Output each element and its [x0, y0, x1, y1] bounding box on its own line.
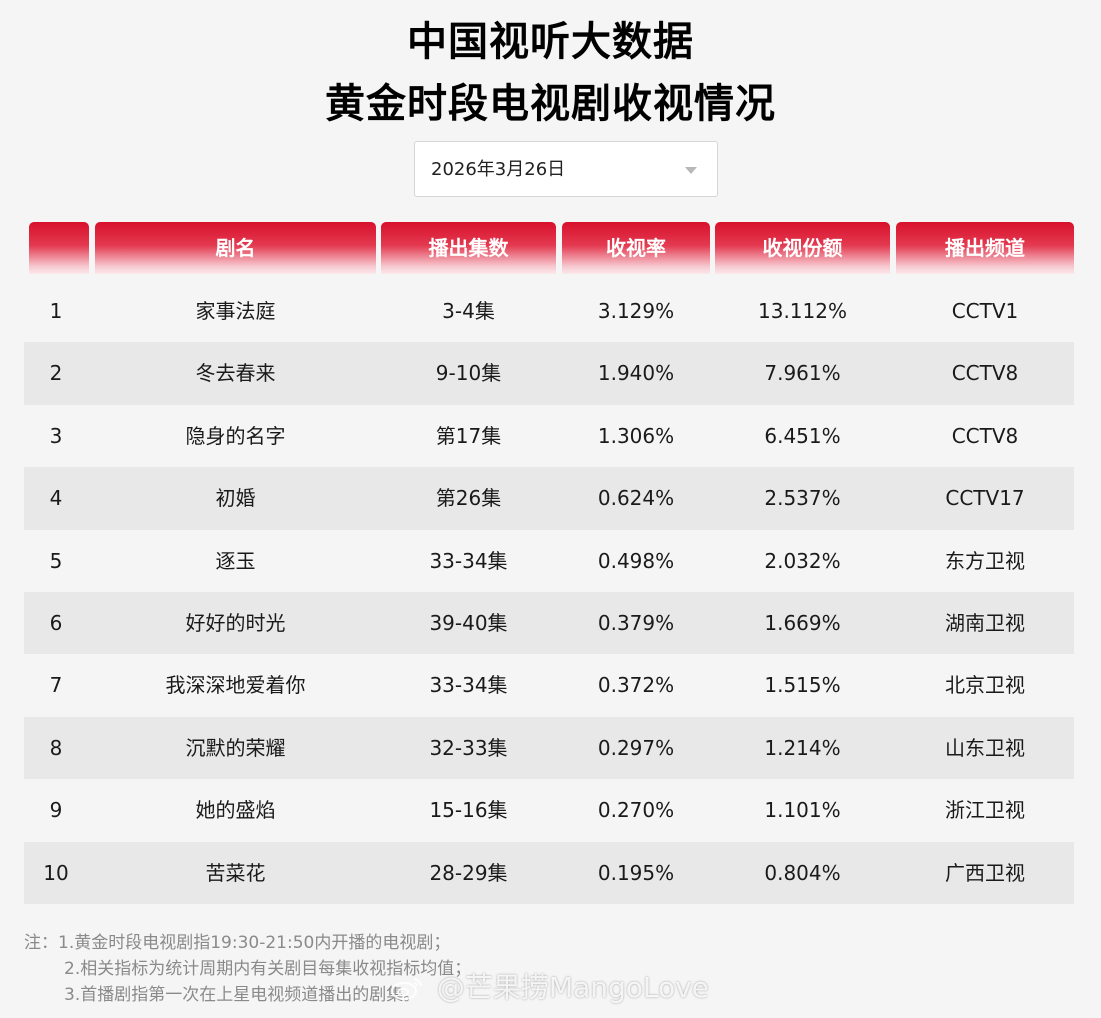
cell-rating: 3.129% [597, 299, 675, 323]
cell-rating: 0.379% [597, 610, 675, 635]
cell-channel: CCTV1 [951, 299, 1019, 323]
cell-channel: 东方卫视 [945, 548, 1025, 573]
cell-share: 7.961% [764, 361, 841, 386]
cell-share: 1.515% [764, 673, 841, 698]
cell-rank: 6 [49, 610, 63, 635]
watermark: @芒果捞MangoLove [390, 970, 709, 1006]
date-select[interactable]: 2026年3月26日 [414, 141, 718, 197]
cell-episodes: 15-16集 [429, 798, 508, 823]
cell-episodes: 33-34集 [429, 548, 508, 573]
cell-name: 家事法庭 [195, 299, 276, 323]
cell-channel: CCTV8 [951, 361, 1019, 386]
cell-rating: 0.624% [597, 486, 675, 511]
table-row: 10 苦菜花 28-29集 0.195% 0.804% 广西卫视 [24, 841, 1074, 904]
cell-rating: 0.297% [597, 735, 675, 760]
cell-share: 2.032% [764, 548, 841, 573]
cell-rating: 0.195% [597, 860, 675, 885]
table-row: 8 沉默的荣耀 32-33集 0.297% 1.214% 山东卫视 [24, 716, 1074, 780]
cell-rating: 0.498% [597, 548, 675, 573]
cell-channel: 广西卫视 [945, 860, 1025, 885]
cell-episodes: 9-10集 [435, 361, 502, 386]
cell-episodes: 32-33集 [429, 735, 508, 760]
header-share: 收视份额 [715, 222, 890, 274]
header-rating: 收视率 [562, 222, 710, 274]
header-episodes: 播出集数 [381, 222, 556, 274]
table-body: 1 家事法庭 3-4集 3.129% 13.112% CCTV1 2 冬去春来 … [24, 280, 1074, 904]
cell-channel: 浙江卫视 [945, 798, 1025, 823]
cell-name: 她的盛焰 [195, 798, 276, 823]
header-channel: 播出频道 [896, 222, 1074, 274]
table-row: 2 冬去春来 9-10集 1.940% 7.961% CCTV8 [24, 342, 1074, 405]
page-subtitle: 黄金时段电视剧收视情况 [325, 81, 776, 127]
chevron-down-icon [685, 167, 697, 174]
table-row: 1 家事法庭 3-4集 3.129% 13.112% CCTV1 [24, 280, 1074, 342]
table-row: 5 逐玉 33-34集 0.498% 2.032% 东方卫视 [24, 530, 1074, 592]
table-row: 3 隐身的名字 第17集 1.306% 6.451% CCTV8 [24, 405, 1074, 467]
cell-rank: 10 [43, 860, 69, 885]
cell-name: 我深深地爱着你 [165, 673, 306, 698]
cell-channel: 湖南卫视 [945, 610, 1025, 635]
cell-rating: 0.270% [597, 798, 675, 823]
cell-rank: 3 [49, 423, 63, 448]
cell-episodes: 3-4集 [442, 299, 495, 323]
cell-channel: CCTV8 [951, 423, 1019, 448]
cell-rating: 0.372% [597, 673, 675, 698]
page-title: 中国视听大数据 [407, 19, 694, 65]
cell-share: 2.537% [764, 486, 841, 511]
cell-share: 1.669% [764, 610, 841, 635]
cell-name: 逐玉 [215, 548, 256, 573]
header-name: 剧名 [95, 222, 376, 274]
cell-channel: CCTV17 [945, 486, 1025, 511]
footnotes: 注：1.黄金时段电视剧指19:30-21:50内开播的电视剧； 2.相关指标为统… [24, 930, 471, 1008]
cell-rank: 1 [49, 299, 63, 323]
cell-name: 苦菜花 [205, 860, 266, 885]
cell-rating: 1.306% [597, 423, 675, 448]
cell-rank: 2 [49, 361, 63, 386]
cell-name: 隐身的名字 [185, 423, 286, 448]
cell-rank: 9 [49, 798, 63, 823]
weibo-logo-icon [391, 978, 422, 1000]
table-row: 7 我深深地爱着你 33-34集 0.372% 1.515% 北京卫视 [24, 654, 1074, 716]
cell-rank: 5 [49, 548, 63, 573]
cell-episodes: 第26集 [435, 486, 502, 511]
watermark-text: @芒果捞MangoLove [436, 971, 709, 1004]
cell-rank: 8 [49, 735, 63, 760]
cell-share: 1.214% [764, 735, 841, 760]
cell-name: 好好的时光 [185, 610, 286, 635]
cell-rating: 1.940% [597, 361, 675, 386]
cell-share: 6.451% [764, 423, 841, 448]
cell-rank: 4 [49, 486, 63, 511]
ratings-table: 剧名 播出集数 收视率 收视份额 播出频道 1 家事法庭 3-4集 3.129%… [24, 222, 1074, 904]
header-rank [29, 222, 89, 274]
footnote-3: 3.首播剧指第一次在上星电视频道播出的剧集。 [64, 985, 421, 1005]
cell-channel: 山东卫视 [945, 735, 1025, 760]
cell-share: 1.101% [764, 798, 841, 823]
cell-share: 13.112% [758, 299, 847, 323]
table-header: 剧名 播出集数 收视率 收视份额 播出频道 [24, 222, 1074, 274]
cell-name: 初婚 [215, 486, 256, 511]
footnote-1: 注：1.黄金时段电视剧指19:30-21:50内开播的电视剧； [24, 933, 451, 953]
date-select-value: 2026年3月26日 [431, 159, 566, 180]
cell-rank: 7 [49, 673, 63, 698]
cell-name: 冬去春来 [195, 361, 276, 386]
table-row: 6 好好的时光 39-40集 0.379% 1.669% 湖南卫视 [24, 591, 1074, 655]
table-row: 4 初婚 第26集 0.624% 2.537% CCTV17 [24, 467, 1074, 530]
cell-episodes: 39-40集 [429, 610, 508, 635]
footnote-2: 2.相关指标为统计周期内有关剧目每集收视指标均值； [64, 959, 472, 979]
cell-share: 0.804% [764, 860, 841, 885]
cell-channel: 北京卫视 [945, 673, 1025, 698]
cell-episodes: 33-34集 [429, 673, 508, 698]
table-row: 9 她的盛焰 15-16集 0.270% 1.101% 浙江卫视 [24, 779, 1074, 841]
cell-name: 沉默的荣耀 [185, 735, 286, 760]
cell-episodes: 第17集 [435, 423, 502, 448]
cell-episodes: 28-29集 [429, 860, 508, 885]
